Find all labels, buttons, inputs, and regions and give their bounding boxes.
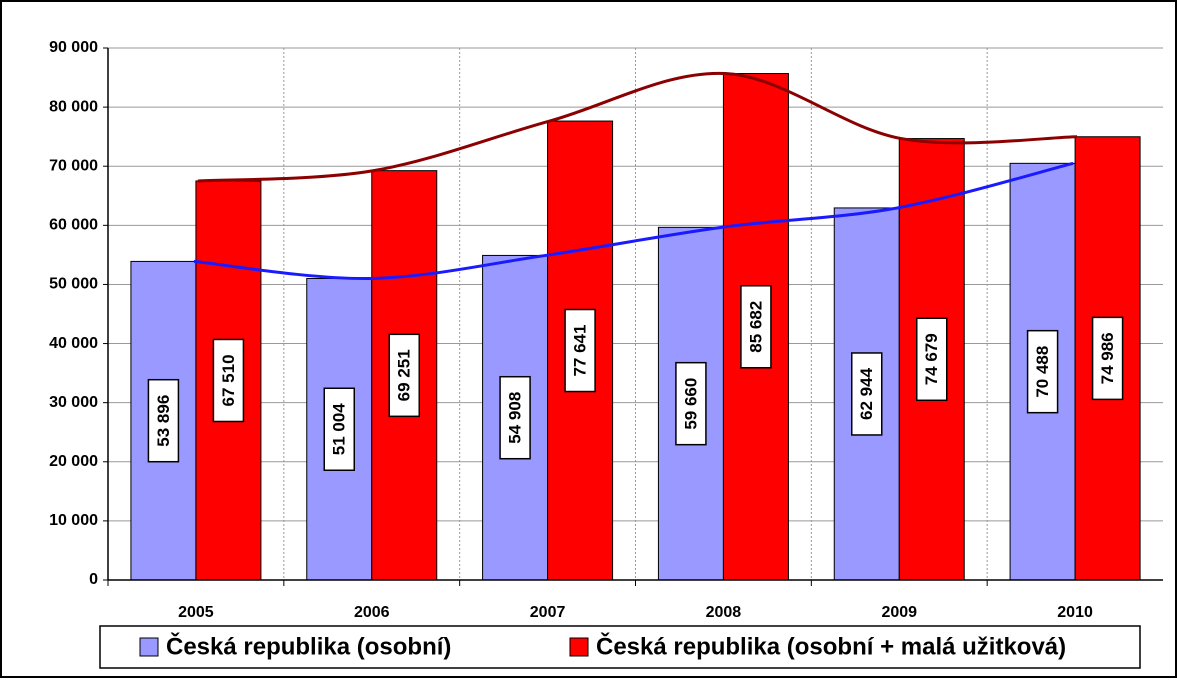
- data-label: 67 510: [212, 338, 245, 423]
- data-label: 70 488: [1026, 329, 1059, 414]
- data-label-box: [323, 387, 355, 472]
- y-tick-label: 60 000: [49, 217, 98, 234]
- data-label-text: 67 510: [219, 354, 238, 406]
- x-tick-label: 2006: [354, 604, 390, 621]
- legend-swatch: [569, 637, 589, 657]
- trend-line: [197, 71, 1078, 183]
- data-label-box: [916, 317, 948, 402]
- data-label-box: [675, 361, 707, 446]
- data-label-text: 69 251: [395, 349, 414, 401]
- legend-label: Česká republika (osobní + malá užitková): [596, 632, 1066, 660]
- data-label-text: 54 908: [506, 392, 525, 444]
- data-label-box: [499, 375, 531, 460]
- data-label: 53 896: [147, 378, 180, 463]
- legend-label: Česká republika (osobní): [166, 632, 451, 660]
- y-tick-label: 50 000: [49, 276, 98, 293]
- data-label-box: [1091, 316, 1124, 401]
- legend-box: [99, 625, 1141, 669]
- y-tick-label: 90 000: [49, 39, 98, 56]
- data-label-text: 70 488: [1033, 346, 1052, 398]
- y-tick-label: 70 000: [49, 157, 98, 174]
- data-label-text: 74 986: [1098, 332, 1117, 384]
- data-label: 62 944: [851, 352, 883, 436]
- data-label: 59 660: [675, 361, 707, 446]
- y-tick-label: 10 000: [49, 512, 98, 529]
- data-label: 74 986: [1091, 316, 1124, 401]
- data-label: 69 251: [388, 333, 420, 418]
- y-tick-label: 20 000: [49, 453, 98, 470]
- data-label: 85 682: [740, 285, 772, 369]
- y-tick-label: 40 000: [49, 335, 98, 352]
- data-label-text: 85 682: [746, 301, 765, 353]
- data-label-text: 62 944: [857, 367, 876, 420]
- data-label: 77 641: [564, 308, 596, 393]
- data-label-box: [564, 308, 596, 393]
- trend-line: [193, 161, 1074, 281]
- x-tick-label: 2009: [881, 604, 917, 621]
- data-label-box: [740, 285, 772, 369]
- data-label-text: 74 679: [922, 333, 941, 385]
- y-tick-label: 80 000: [49, 98, 98, 115]
- legend-swatch: [139, 637, 159, 657]
- y-tick-label: 0: [89, 571, 98, 588]
- data-label-box: [1026, 329, 1059, 414]
- data-label: 51 004: [323, 387, 355, 472]
- data-label-box: [388, 333, 420, 418]
- x-tick-label: 2008: [706, 604, 742, 621]
- data-label-box: [851, 352, 883, 436]
- data-label-text: 51 004: [330, 403, 349, 456]
- data-label-text: 53 896: [154, 395, 173, 447]
- data-label-box: [212, 338, 245, 423]
- x-tick-label: 2007: [530, 604, 566, 621]
- x-tick-label: 2005: [178, 604, 214, 621]
- data-label-text: 77 641: [571, 325, 590, 377]
- data-label-text: 59 660: [681, 378, 700, 430]
- y-tick-label: 30 000: [49, 394, 98, 411]
- data-label-box: [147, 378, 180, 463]
- x-tick-label: 2010: [1057, 604, 1093, 621]
- data-label: 54 908: [499, 375, 531, 460]
- data-label: 74 679: [916, 317, 948, 402]
